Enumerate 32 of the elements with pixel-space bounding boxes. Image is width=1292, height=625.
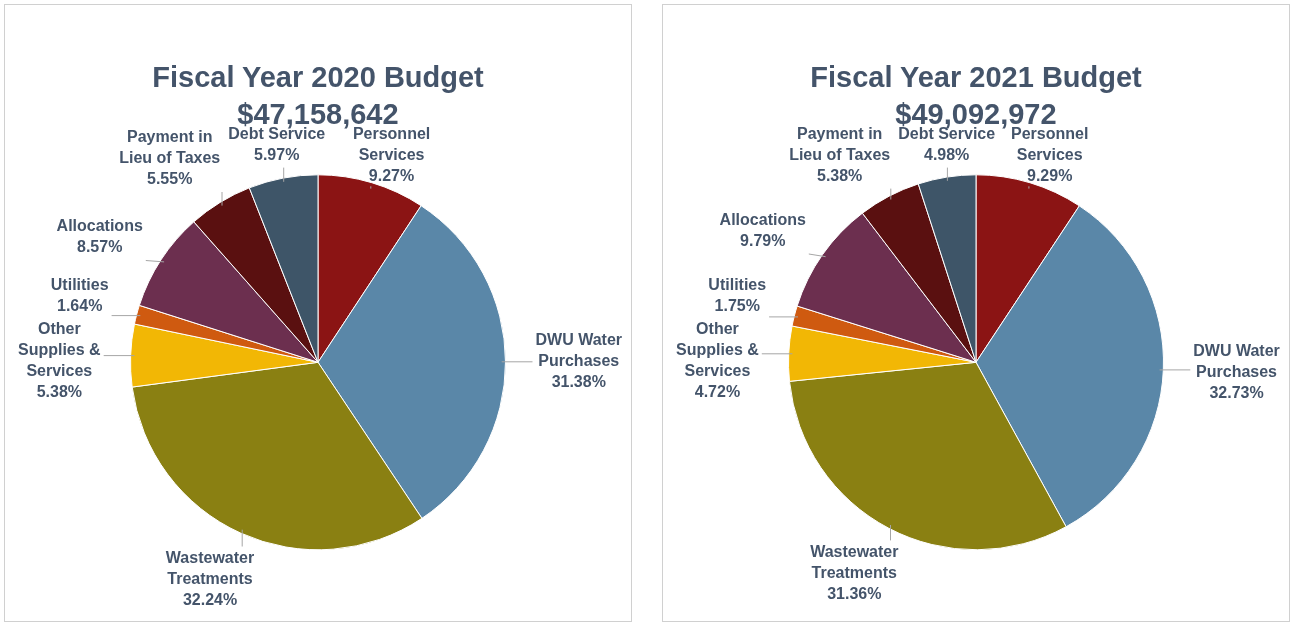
data-label: 9.79% [740,231,786,249]
data-label: 5.38% [36,383,83,401]
data-label: 5.38% [816,166,863,184]
data-label: 31.36% [827,585,882,603]
slice-label: Personnel Services [352,124,431,163]
slice-label: Allocations [719,210,806,228]
data-label: 1.64% [57,297,103,315]
slice-label: Allocations [56,217,143,235]
data-label: 9.27% [368,166,415,184]
slice-label: Utilities [50,276,109,294]
chart-title: Fiscal Year 2020 Budget [152,61,485,94]
slice-label: DWU Water Purchases [535,331,623,370]
data-label: 9.29% [1027,166,1073,184]
data-label: 32.24% [182,591,238,609]
data-label: 5.55% [147,169,193,187]
data-label: 8.57% [76,238,123,256]
slice-label: Wastewater Treatments [165,549,255,588]
data-label: 4.72% [694,382,741,400]
slice-label: Other Supplies & Services [17,320,102,380]
data-label: 1.75% [714,296,760,314]
chart-title: Fiscal Year 2021 Budget [810,61,1143,94]
slice-label: Utilities [708,275,767,293]
data-label: 31.38% [551,373,606,391]
slice-label: Personnel Services [1011,124,1089,163]
slice-label: Payment in Lieu of Taxes [119,127,221,166]
data-label: 5.97% [254,145,300,163]
slice-label: Other Supplies & Services [676,319,760,379]
slice-label: DWU Water Purchases [1193,341,1280,380]
data-label: 4.98% [923,145,970,163]
data-label: 32.73% [1209,383,1264,401]
slice-label: Payment in Lieu of Taxes [789,124,891,163]
slice-label: Wastewater Treatments [810,543,899,582]
